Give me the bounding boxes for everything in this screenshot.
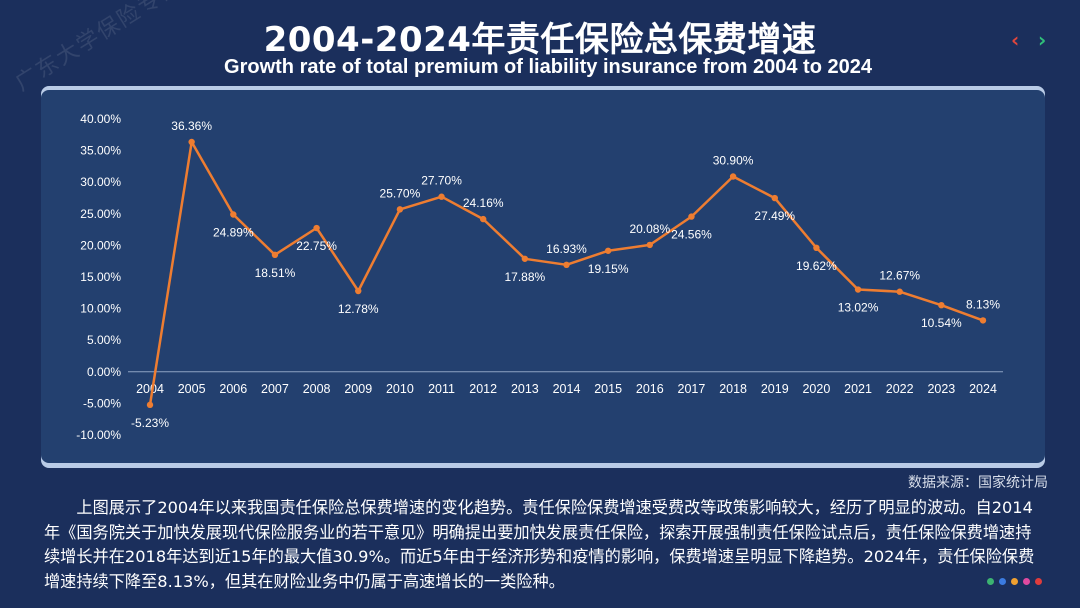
data-label: 8.13%	[966, 297, 1000, 311]
data-point	[271, 251, 279, 259]
x-tick-label: 2024	[969, 382, 997, 396]
x-tick-label: 2019	[761, 382, 789, 396]
description-paragraph: 上图展示了2004年以来我国责任保险总保费增速的变化趋势。责任保险保费增速受费改…	[44, 498, 1035, 591]
y-tick-label: 20.00%	[80, 238, 121, 252]
y-tick-label: -5.00%	[83, 396, 121, 410]
data-label: -5.23%	[131, 416, 169, 430]
data-point	[313, 224, 320, 232]
data-label: 17.88%	[504, 270, 545, 284]
y-tick-label: 0.00%	[87, 365, 121, 379]
data-label: 18.51%	[255, 266, 296, 280]
y-tick-label: 30.00%	[80, 175, 121, 189]
previous-arrow-icon[interactable]: ‹	[1011, 28, 1020, 52]
chart-panel	[41, 86, 1045, 468]
y-tick-label: -10.00%	[76, 428, 121, 442]
data-point	[813, 244, 820, 252]
x-tick-label: 2006	[219, 382, 247, 396]
x-tick-label: 2008	[303, 382, 331, 396]
data-label: 12.67%	[879, 269, 920, 283]
y-tick-label: 40.00%	[80, 112, 121, 126]
data-label: 24.89%	[213, 225, 254, 239]
data-point	[230, 211, 237, 218]
data-label: 10.54%	[921, 316, 962, 330]
data-point	[146, 401, 154, 409]
data-label: 19.62%	[796, 259, 837, 273]
data-point	[604, 247, 612, 254]
decorative-dot	[1035, 578, 1042, 585]
x-tick-label: 2009	[344, 382, 372, 396]
data-point	[438, 193, 445, 200]
decorative-dot	[999, 578, 1006, 585]
page-subtitle: Growth rate of total premium of liabilit…	[224, 56, 872, 78]
data-label: 16.93%	[546, 242, 587, 256]
data-point	[771, 194, 778, 202]
x-tick-label: 2015	[594, 382, 622, 396]
data-point	[729, 173, 737, 180]
y-tick-label: 5.00%	[87, 333, 121, 347]
data-label: 13.02%	[838, 301, 879, 315]
page-title: 2004-2024年责任保险总保费增速	[263, 20, 817, 60]
y-tick-label: 35.00%	[80, 144, 121, 158]
decorative-dot	[987, 578, 994, 585]
x-tick-label: 2007	[261, 382, 289, 396]
x-tick-label: 2017	[678, 382, 706, 396]
data-point	[938, 301, 945, 309]
data-point	[480, 215, 487, 223]
x-tick-label: 2021	[844, 382, 872, 396]
y-tick-label: 10.00%	[80, 302, 121, 316]
x-tick-label: 2010	[386, 382, 414, 396]
x-tick-label: 2022	[886, 382, 914, 396]
data-label: 27.70%	[421, 174, 462, 188]
data-point	[396, 206, 404, 213]
data-point	[646, 241, 653, 249]
data-label: 24.56%	[671, 228, 712, 242]
x-tick-label: 2012	[469, 382, 497, 396]
data-point	[896, 288, 903, 295]
next-arrow-icon[interactable]: ›	[1038, 28, 1047, 52]
data-label: 25.70%	[380, 186, 421, 200]
y-tick-label: 25.00%	[80, 207, 121, 221]
data-label: 12.78%	[338, 302, 379, 316]
data-point	[854, 286, 862, 293]
data-label: 22.75%	[296, 239, 337, 253]
data-point	[355, 287, 362, 295]
data-point	[688, 213, 695, 220]
x-tick-label: 2018	[719, 382, 747, 396]
data-label: 19.15%	[588, 262, 629, 276]
x-tick-label: 2023	[927, 382, 955, 396]
x-tick-label: 2020	[802, 382, 830, 396]
decorative-dot	[1023, 578, 1030, 585]
data-label: 24.16%	[463, 196, 504, 210]
x-tick-label: 2014	[553, 382, 581, 396]
data-point	[521, 255, 529, 262]
data-point	[979, 317, 987, 324]
y-tick-label: 15.00%	[80, 270, 121, 284]
data-label: 20.08%	[629, 222, 670, 236]
x-tick-label: 2005	[178, 382, 206, 396]
x-tick-label: 2011	[428, 382, 455, 396]
data-label: 27.49%	[754, 209, 795, 223]
x-tick-label: 2004	[136, 382, 164, 396]
x-tick-label: 2013	[511, 382, 539, 396]
data-label: 30.90%	[713, 154, 754, 168]
decorative-dots	[987, 578, 1042, 585]
data-source: 数据来源：国家统计局	[908, 475, 1048, 491]
data-point	[188, 138, 195, 146]
data-label: 36.36%	[171, 119, 212, 133]
data-point	[563, 261, 570, 269]
decorative-dot	[1011, 578, 1018, 585]
x-tick-label: 2016	[636, 382, 664, 396]
